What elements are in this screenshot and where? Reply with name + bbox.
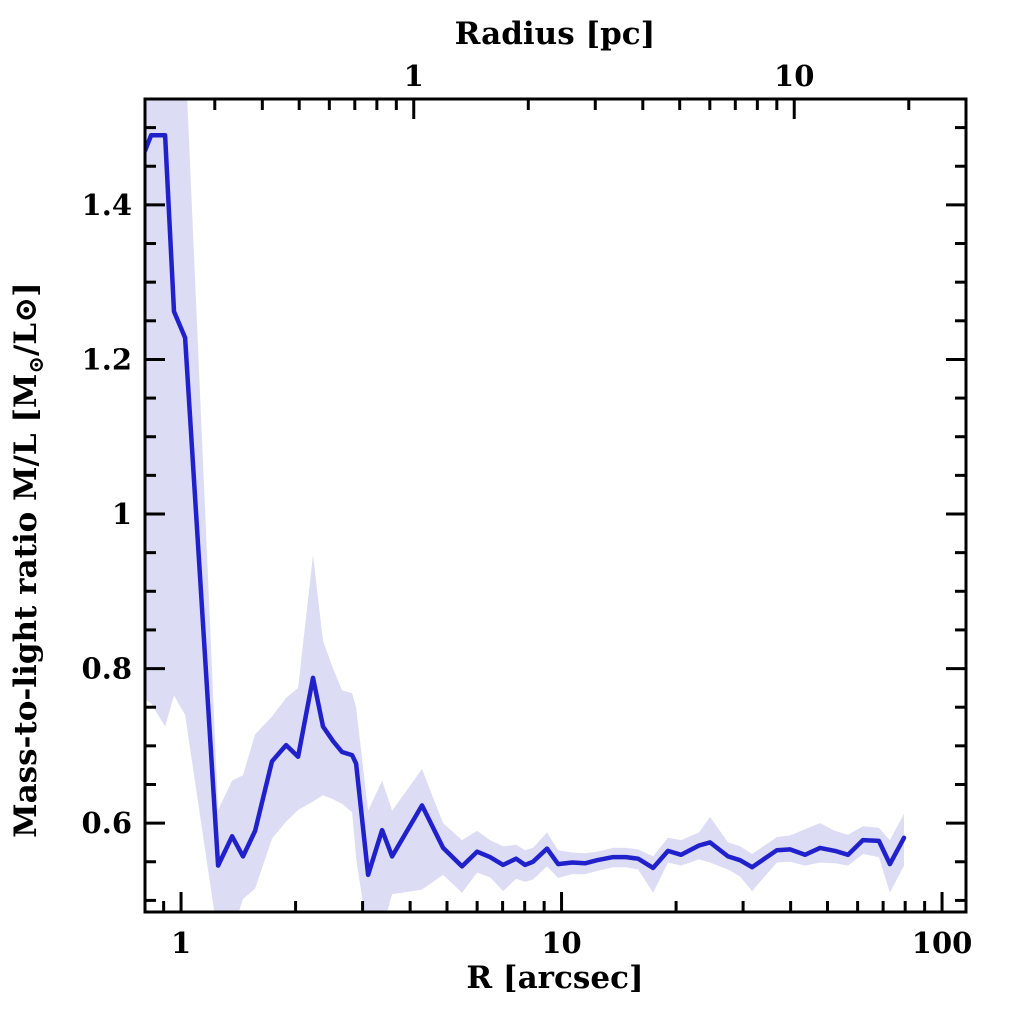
plot-frame [143, 97, 968, 914]
y-axis-tick-label: 1.4 [82, 188, 132, 222]
y-axis-tick-label: 0.8 [82, 652, 132, 686]
x-axis-tick-label: 100 [912, 926, 973, 960]
plot-area [145, 99, 907, 912]
bottom-axis-title: R [arcsec] [466, 960, 643, 996]
y-axis-tick-label: 0.6 [82, 806, 132, 840]
top-axis-tick-label: 1 [404, 59, 424, 93]
ml-profile-line [145, 133, 907, 878]
y-axis-tick-label: 1.2 [82, 342, 132, 376]
top-axis-tick-label: 10 [774, 59, 814, 93]
x-axis-tick-label: 10 [541, 926, 581, 960]
y-axis-tick-label: 1 [112, 497, 132, 531]
uncertainty-band [145, 99, 904, 912]
x-axis-tick-label: 1 [171, 926, 191, 960]
top-axis-title: Radius [pc] [455, 16, 656, 52]
y-axis-title: Mass-to-light ratio M/L [M⊙/L⊙] [8, 282, 48, 838]
